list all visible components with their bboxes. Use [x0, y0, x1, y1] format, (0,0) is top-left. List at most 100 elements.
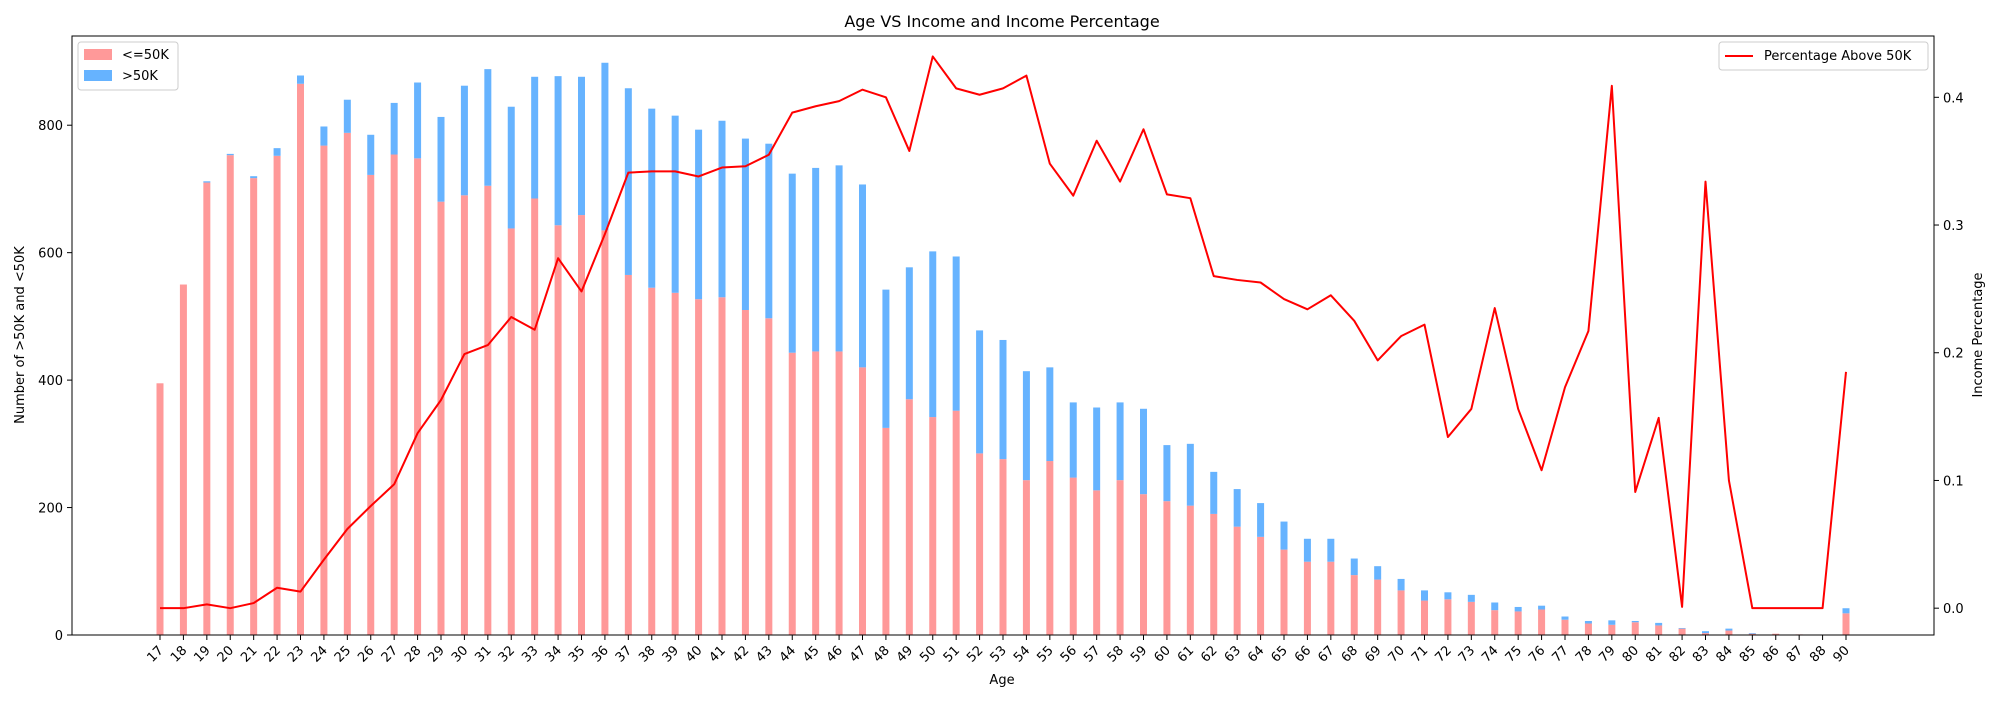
- bar-gt50k-39: [671, 115, 679, 293]
- x-tick-label-24: 24: [308, 643, 330, 665]
- line-percentage-above-50k: [160, 55, 1847, 610]
- x-tick-label-58: 58: [1105, 643, 1127, 665]
- x-tick-label-33: 33: [519, 643, 541, 665]
- bar-le50k-36: [601, 230, 609, 635]
- bar-gt50k-53: [999, 339, 1007, 460]
- x-tick-label-54: 54: [1011, 643, 1033, 665]
- x-tick-label-85: 85: [1737, 643, 1759, 665]
- x-tick-label-86: 86: [1760, 643, 1782, 665]
- bar-gt50k-81: [1655, 622, 1663, 626]
- bar-le50k-42: [741, 310, 749, 635]
- bar-gt50k-42: [741, 138, 749, 311]
- bar-le50k-32: [507, 228, 515, 635]
- bar-le50k-17: [156, 383, 164, 635]
- bar-le50k-31: [484, 185, 492, 635]
- bar-gt50k-58: [1116, 402, 1124, 481]
- x-tick-label-30: 30: [449, 643, 471, 665]
- bar-gt50k-80: [1631, 620, 1639, 623]
- bar-gt50k-47: [859, 184, 866, 368]
- bar-le50k-66: [1303, 561, 1311, 635]
- bar-le50k-29: [437, 201, 445, 635]
- x-tick-label-34: 34: [543, 643, 565, 665]
- bar-le50k-68: [1350, 575, 1358, 635]
- y-tick-label-0: 0: [55, 629, 63, 644]
- legend-label-gt50k: >50K: [122, 69, 158, 84]
- bar-gt50k-48: [882, 289, 890, 428]
- bar-le50k-82: [1678, 628, 1686, 635]
- bar-le50k-39: [671, 292, 679, 635]
- line-layer: [160, 55, 1847, 610]
- legend-swatch-le50k: [84, 49, 112, 60]
- bar-gt50k-55: [1046, 367, 1054, 462]
- bar-le50k-63: [1233, 526, 1241, 635]
- bar-gt50k-41: [718, 120, 726, 298]
- x-tick-label-36: 36: [589, 643, 611, 665]
- bar-gt50k-36: [601, 62, 609, 231]
- x-axis: 17 18 19 20 21 22 23 24 25 26 27 28 29 30 31 32 33 34 35 36…: [145, 635, 1853, 666]
- x-tick-label-19: 19: [191, 643, 213, 665]
- bar-le50k-73: [1467, 601, 1475, 635]
- x-tick-label-53: 53: [988, 643, 1010, 665]
- y-tick-label-800: 800: [38, 119, 63, 134]
- x-tick-label-40: 40: [683, 643, 705, 665]
- legend-swatch-gt50k: [84, 70, 112, 81]
- x-tick-label-90: 90: [1831, 643, 1853, 665]
- bar-le50k-59: [1140, 494, 1147, 635]
- bar-gt50k-70: [1397, 578, 1405, 591]
- bar-le50k-84: [1725, 630, 1733, 635]
- bar-gt50k-33: [531, 76, 539, 199]
- bar-gt50k-69: [1374, 566, 1382, 580]
- bar-le50k-33: [531, 198, 539, 635]
- x-tick-label-63: 63: [1222, 643, 1244, 665]
- bar-le50k-23: [297, 83, 304, 636]
- bar-gt50k-77: [1561, 616, 1569, 620]
- legend-left: <=50K >50K: [77, 41, 179, 91]
- x-tick-label-20: 20: [215, 643, 237, 665]
- bar-gt50k-32: [507, 106, 515, 229]
- x-tick-label-78: 78: [1573, 643, 1595, 665]
- legend-right-frame: [1718, 41, 1929, 71]
- x-tick-label-37: 37: [613, 643, 635, 665]
- bar-le50k-75: [1514, 611, 1522, 635]
- x-tick-label-67: 67: [1315, 643, 1337, 665]
- bar-le50k-19: [203, 182, 211, 635]
- bar-le50k-77: [1561, 619, 1569, 635]
- bar-le50k-22: [273, 155, 281, 636]
- x-tick-label-77: 77: [1550, 643, 1572, 665]
- bar-le50k-54: [1022, 480, 1030, 635]
- bar-gt50k-71: [1421, 590, 1428, 601]
- bar-gt50k-44: [788, 173, 796, 353]
- bar-gt50k-56: [1069, 402, 1077, 478]
- bar-gt50k-76: [1538, 605, 1546, 610]
- legend-label-le50k: <=50K: [122, 48, 169, 63]
- bar-le50k-67: [1327, 561, 1335, 635]
- bar-le50k-41: [718, 297, 726, 635]
- bar-gt50k-49: [905, 267, 913, 400]
- x-tick-label-55: 55: [1034, 643, 1056, 665]
- bar-le50k-60: [1163, 501, 1171, 635]
- y-tick-label-600: 600: [38, 247, 63, 262]
- bar-gt50k-35: [578, 76, 585, 216]
- bar-gt50k-64: [1257, 503, 1265, 537]
- bar-le50k-51: [952, 410, 960, 635]
- y-tick-label-400: 400: [38, 374, 63, 389]
- bar-gt50k-28: [414, 82, 422, 159]
- x-tick-label-48: 48: [870, 643, 892, 665]
- bar-le50k-85: [1748, 633, 1756, 635]
- x-tick-label-25: 25: [332, 643, 354, 665]
- bar-gt50k-73: [1467, 594, 1475, 602]
- x-tick-label-21: 21: [238, 643, 260, 665]
- bar-gt50k-25: [343, 99, 351, 133]
- y-axis-left-label: Number of >50K and <50K: [13, 246, 28, 424]
- y2-tick-label-0.3: 0.3: [1943, 219, 1964, 234]
- bar-le50k-78: [1584, 623, 1592, 635]
- bar-le50k-46: [835, 351, 843, 635]
- bar-gt50k-84: [1725, 628, 1733, 631]
- bar-gt50k-27: [390, 102, 398, 155]
- bar-le50k-55: [1046, 461, 1054, 635]
- bar-le50k-83: [1702, 633, 1709, 635]
- x-axis-label: Age: [989, 673, 1014, 688]
- y-tick-label-200: 200: [38, 502, 63, 517]
